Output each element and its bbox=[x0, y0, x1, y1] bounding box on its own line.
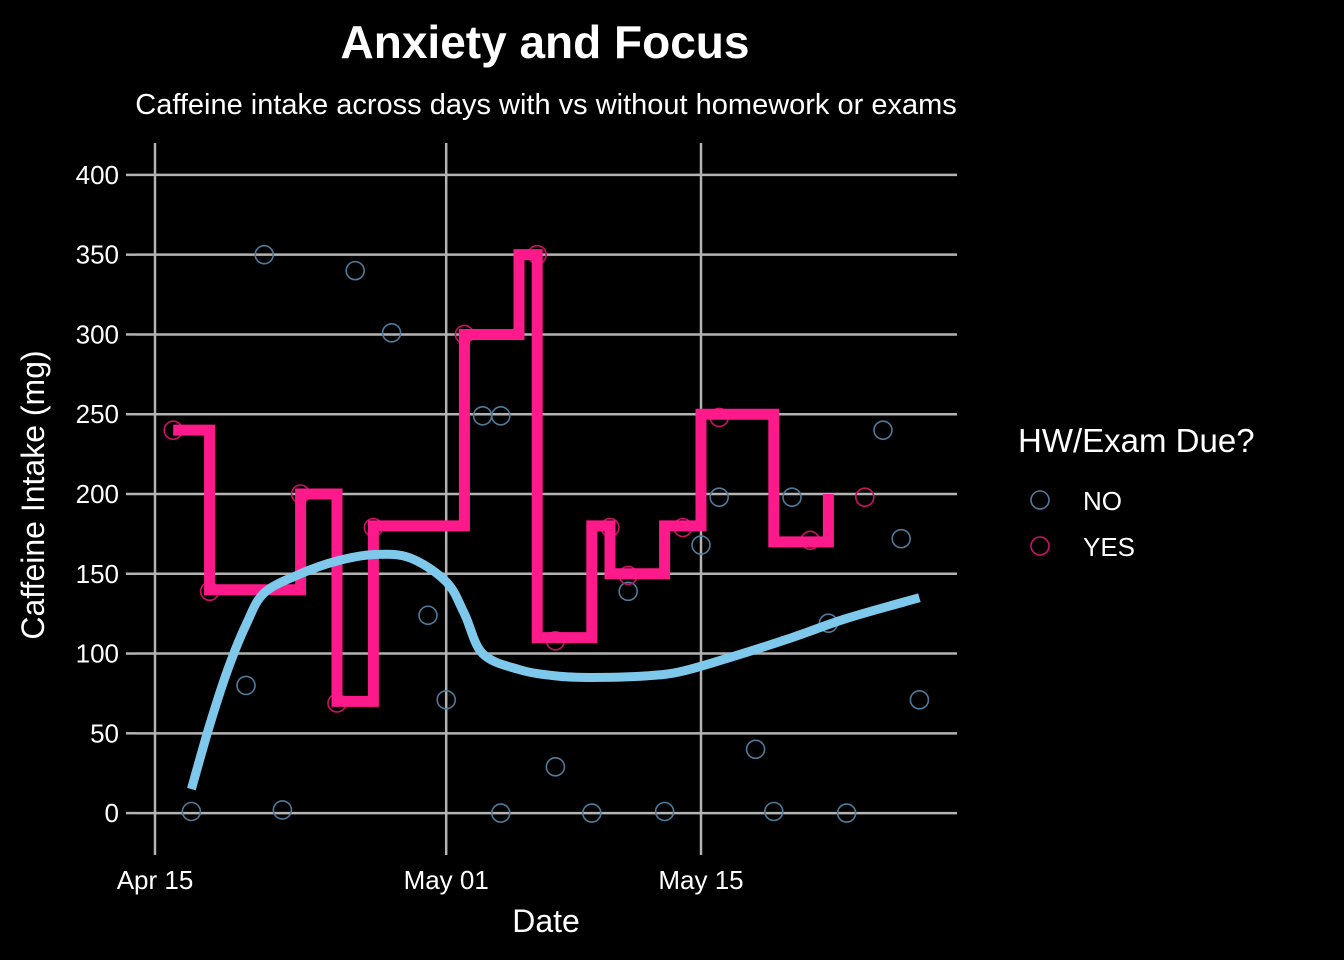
data-point-no bbox=[545, 757, 566, 777]
y-tick-label: 400 bbox=[76, 160, 119, 190]
data-point-yes bbox=[854, 487, 875, 507]
legend-label-no: NO bbox=[1083, 486, 1122, 516]
x-tick-label: Apr 15 bbox=[117, 865, 194, 895]
chart-subtitle: Caffeine intake across days with vs with… bbox=[135, 89, 957, 121]
data-point-no bbox=[909, 690, 930, 710]
data-point-no bbox=[254, 244, 275, 265]
data-point-no bbox=[236, 675, 256, 696]
y-tick-label: 100 bbox=[76, 639, 119, 669]
legend-key-no bbox=[1030, 490, 1050, 510]
data-point-no bbox=[691, 535, 711, 555]
data-point-no bbox=[490, 406, 511, 426]
y-tick-labels: 0 50 100 150 200 250 300 350 400 bbox=[76, 160, 119, 828]
y-tick-label: 250 bbox=[76, 399, 119, 429]
y-tick-label: 200 bbox=[76, 479, 119, 509]
legend-label-yes: YES bbox=[1083, 532, 1135, 562]
x-tick-labels: Apr 15 May 01 May 15 bbox=[117, 865, 744, 895]
chart-title: Anxiety and Focus bbox=[341, 16, 750, 68]
y-tick-label: 300 bbox=[76, 319, 119, 349]
data-point-no bbox=[581, 803, 602, 823]
data-point-no bbox=[891, 528, 912, 549]
data-point-no bbox=[873, 420, 893, 440]
data-point-no bbox=[709, 487, 730, 507]
data-point-no bbox=[836, 803, 857, 823]
x-axis-title: Date bbox=[512, 903, 580, 939]
y-tick-label: 0 bbox=[105, 798, 119, 828]
data-point-no bbox=[272, 800, 293, 820]
data-point-no bbox=[763, 801, 784, 822]
data-point-no bbox=[745, 739, 766, 760]
data-point-no bbox=[181, 801, 202, 822]
legend: HW/Exam Due? NO YES bbox=[1018, 422, 1255, 562]
x-tick-label: May 15 bbox=[658, 865, 743, 895]
step-line-yes bbox=[173, 249, 834, 707]
tick-marks bbox=[126, 173, 703, 855]
x-tick-label: May 01 bbox=[404, 865, 489, 895]
data-point-no bbox=[782, 487, 802, 507]
data-point-no bbox=[418, 605, 438, 626]
data-point-no bbox=[345, 260, 366, 281]
smooth-trend-line bbox=[187, 549, 921, 791]
legend-title: HW/Exam Due? bbox=[1018, 422, 1255, 459]
data-point-no bbox=[381, 323, 402, 343]
plot-area bbox=[163, 244, 930, 823]
data-point-no bbox=[654, 801, 675, 822]
legend-key-yes bbox=[1030, 536, 1050, 556]
y-axis-title: Caffeine Intake (mg) bbox=[15, 350, 51, 639]
data-point-no bbox=[490, 803, 511, 823]
y-tick-label: 50 bbox=[90, 718, 119, 748]
data-point-no bbox=[618, 581, 639, 602]
data-point-no bbox=[436, 690, 457, 710]
y-tick-label: 350 bbox=[76, 240, 119, 270]
y-tick-label: 150 bbox=[76, 559, 119, 589]
